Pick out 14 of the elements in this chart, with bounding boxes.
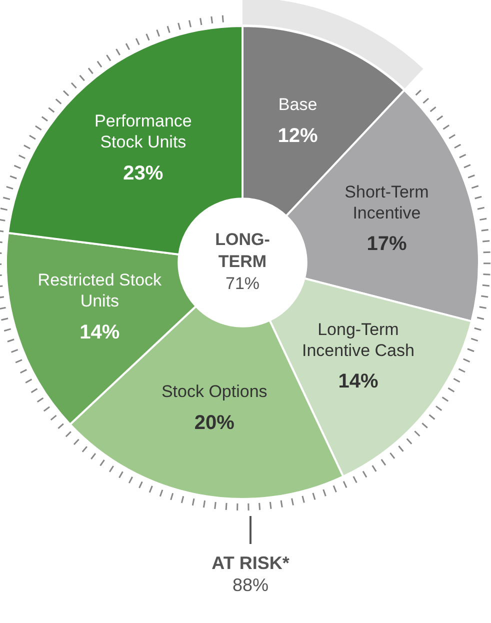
data-label: 20% <box>194 412 235 434</box>
data-label: 14% <box>80 321 120 344</box>
data-label: 12% <box>278 124 318 147</box>
data-label: 23% <box>123 162 164 184</box>
slice-label: Performance Stock Units <box>94 112 192 152</box>
text: AT RISK* 88% <box>212 552 290 595</box>
slice-label: Short-Term Incentive <box>344 182 429 222</box>
slice-label: Long-Term Incentive Cash <box>302 320 414 360</box>
data-label: 14% <box>338 370 378 393</box>
text: LONG- TERM 71% <box>215 230 270 294</box>
slice-label: Restricted Stock Units <box>38 270 162 311</box>
slice-label: Base <box>278 95 318 114</box>
slice-label: Stock Options <box>161 382 268 402</box>
data-label: 17% <box>366 233 407 256</box>
